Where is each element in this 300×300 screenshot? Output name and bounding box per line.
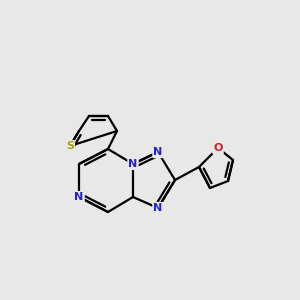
Text: N: N (153, 147, 163, 157)
Text: O: O (213, 143, 223, 153)
Text: N: N (128, 159, 138, 169)
Text: N: N (74, 192, 84, 202)
Text: S: S (66, 141, 74, 151)
Text: N: N (153, 203, 163, 213)
